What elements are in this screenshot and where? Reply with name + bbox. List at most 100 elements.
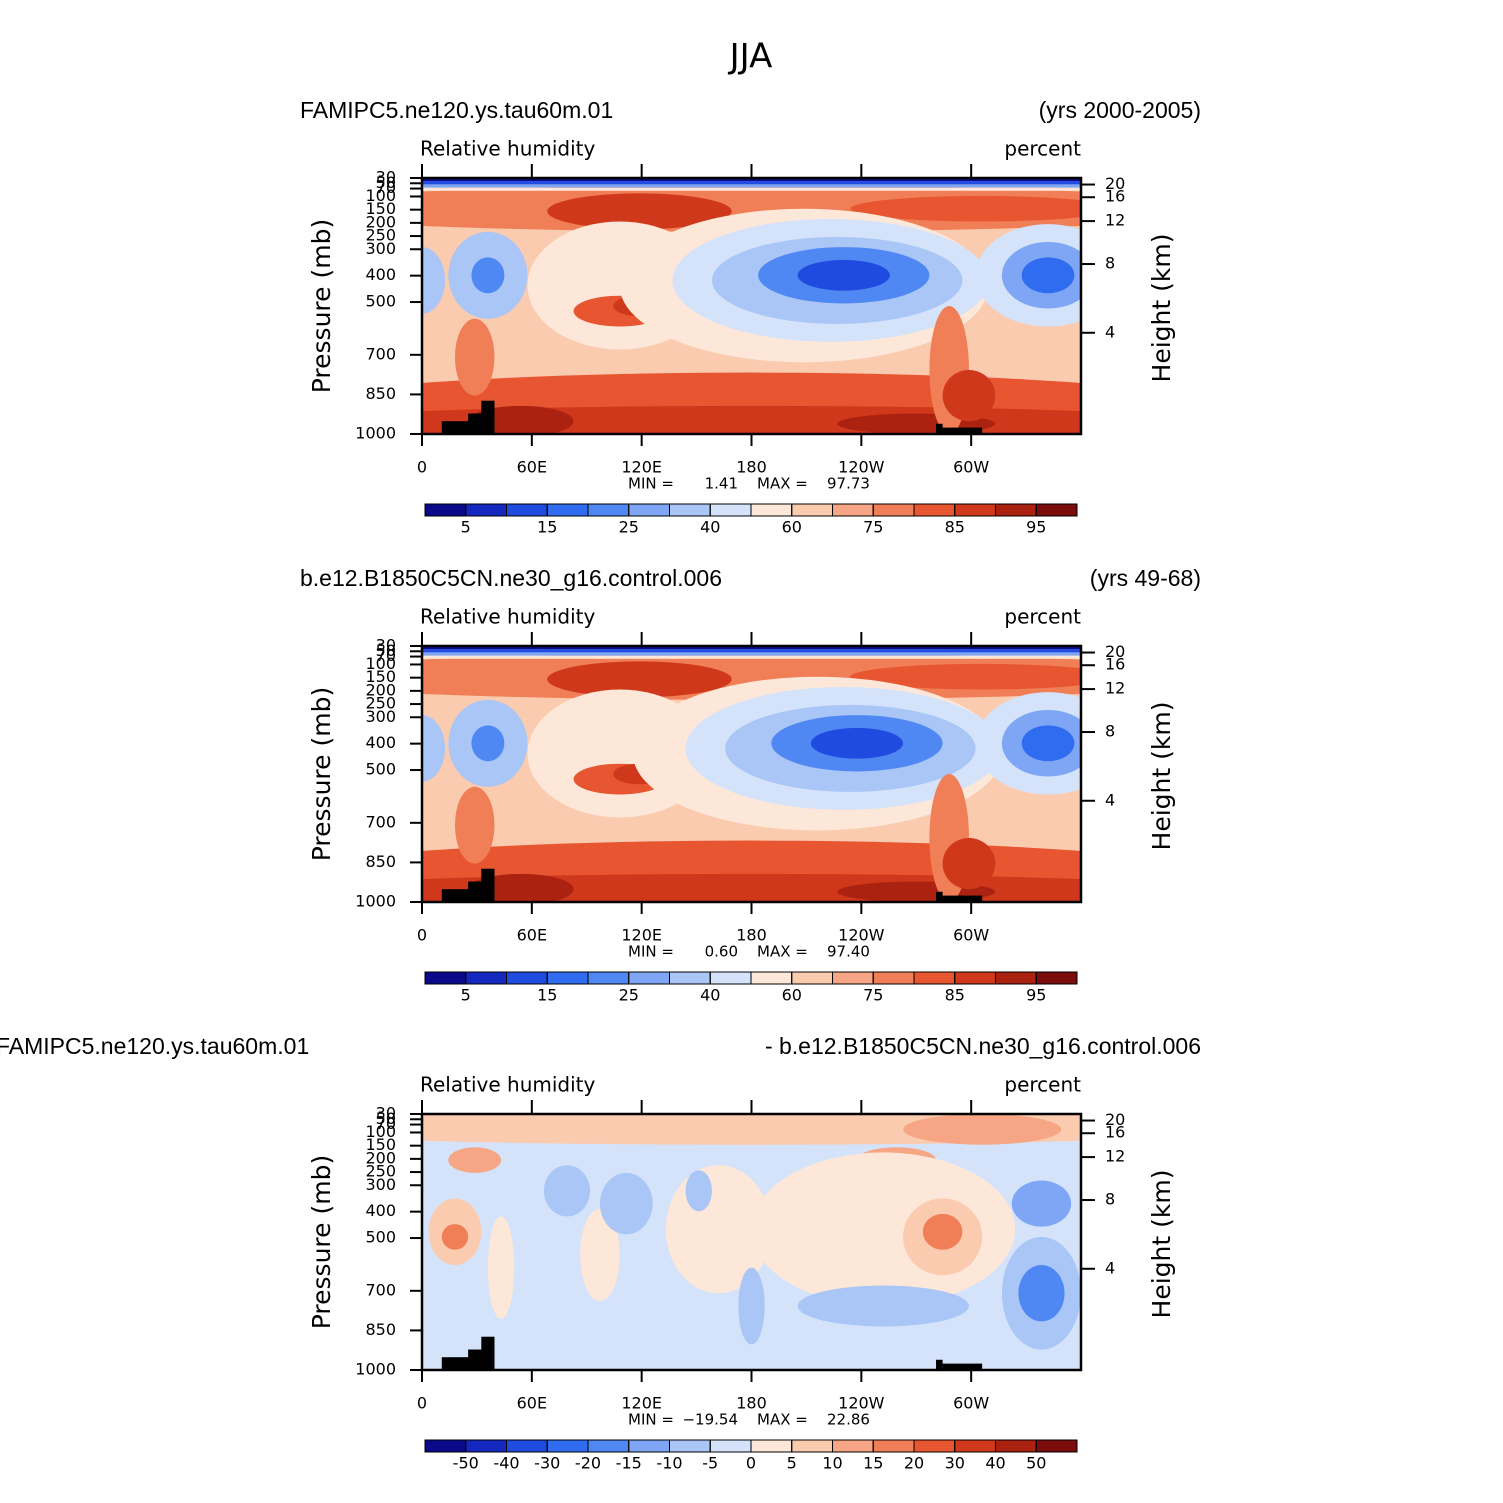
colorbar-box <box>995 1439 1037 1453</box>
y2-axis-label: Height (km) <box>1147 234 1176 383</box>
contour-region <box>599 1172 653 1235</box>
y2-tick-label: 4 <box>1105 322 1115 341</box>
colorbar-label: 85 <box>945 518 965 537</box>
contour-region <box>471 257 505 294</box>
y2-axis-label: Height (km) <box>1147 702 1176 851</box>
y-tick-label: 400 <box>365 733 396 752</box>
units-label: percent <box>1004 605 1081 629</box>
colorbar-box <box>587 503 630 517</box>
y-tick-label: 30 <box>376 168 396 187</box>
contour-region <box>942 838 996 890</box>
y-tick-label: 50 <box>376 1109 396 1128</box>
colorbar-box <box>791 1439 833 1453</box>
colorbar-label: 5 <box>461 986 471 1005</box>
y-tick-label: 150 <box>365 667 396 686</box>
y-tick-label: 50 <box>376 641 396 660</box>
colorbar-box <box>506 971 548 985</box>
y2-tick-label: 16 <box>1105 187 1125 206</box>
contour-region <box>543 1165 591 1217</box>
right-title: (yrs 2000-2005) <box>1039 97 1201 123</box>
colorbar-box <box>954 503 996 517</box>
variable-label: Relative humidity <box>420 1073 595 1097</box>
min-value: −19.54 <box>682 1411 738 1429</box>
colorbar-label: -5 <box>702 1454 718 1473</box>
y2-tick-label: 4 <box>1105 1258 1115 1277</box>
min-label: MIN = <box>628 475 674 493</box>
y-tick-label: 850 <box>365 852 396 871</box>
contour-region <box>1018 1265 1065 1322</box>
panel: FAMIPC5.ne120.ys.tau60m.01 - b.e12.B1850C… <box>0 1033 1201 1473</box>
colorbar-label: 60 <box>782 518 802 537</box>
contour-region <box>738 1267 765 1345</box>
right-title: (yrs 49-68) <box>1090 565 1201 591</box>
colorbar-box <box>1035 1439 1078 1453</box>
contour-band <box>422 187 1081 191</box>
contour-region <box>454 786 495 864</box>
contour-region <box>942 370 996 422</box>
colorbar-box <box>424 503 467 517</box>
topography <box>942 895 983 902</box>
contour-band <box>422 649 1081 653</box>
colorbar-box <box>750 503 793 517</box>
colorbar-label: 75 <box>863 986 883 1005</box>
y-tick-label: 700 <box>365 812 396 831</box>
colorbar-box <box>954 1439 996 1453</box>
y-tick-label: 100 <box>365 654 396 673</box>
colorbar-box <box>424 971 467 985</box>
colorbar-box <box>506 503 548 517</box>
colorbar-box <box>546 971 589 985</box>
y-tick-label: 400 <box>365 265 396 284</box>
colorbar-box <box>832 503 874 517</box>
colorbar-box <box>913 1439 956 1453</box>
contour-field <box>422 646 1081 902</box>
colorbar-box <box>465 1439 507 1453</box>
colorbar-box <box>669 1439 711 1453</box>
colorbar-box <box>424 1439 467 1453</box>
colorbar-box <box>791 971 833 985</box>
figure-title: JJA <box>728 37 773 77</box>
colorbar-label: -20 <box>575 1454 601 1473</box>
colorbar-label: 50 <box>1026 1454 1046 1473</box>
max-value: 22.86 <box>827 1411 870 1429</box>
contour-band <box>422 646 1081 650</box>
contour-region <box>1011 1180 1072 1227</box>
colorbar-label: 40 <box>700 518 720 537</box>
x-tick-label: 120W <box>838 926 885 945</box>
colorbar-label: 40 <box>985 1454 1005 1473</box>
contour-region <box>810 727 904 759</box>
max-label: MAX = <box>757 1411 808 1429</box>
colorbar-box <box>750 971 793 985</box>
topography <box>942 427 983 434</box>
contour-region <box>487 1216 515 1319</box>
colorbar-label: 40 <box>700 986 720 1005</box>
contour-band <box>422 178 1081 182</box>
y2-tick-label: 12 <box>1105 1147 1125 1166</box>
colorbar-box <box>709 503 752 517</box>
x-tick-label: 180 <box>736 458 767 477</box>
colorbar-label: 30 <box>945 1454 965 1473</box>
y-tick-label: 200 <box>365 1148 396 1167</box>
colorbar-box <box>791 503 833 517</box>
y-axis-label: Pressure (mb) <box>307 687 336 861</box>
y-tick-label: 500 <box>365 1228 396 1247</box>
colorbar-label: 95 <box>1026 518 1046 537</box>
contour-band <box>422 184 1081 188</box>
y-tick-label: 150 <box>365 1135 396 1154</box>
y2-axis-label: Height (km) <box>1147 1170 1176 1319</box>
contour-band <box>422 655 1081 659</box>
contour-region <box>422 715 446 782</box>
colorbar-label: 15 <box>537 986 557 1005</box>
colorbar-label: 95 <box>1026 986 1046 1005</box>
colorbar-label: -30 <box>534 1454 560 1473</box>
colorbar-box <box>750 1439 793 1453</box>
y-tick-label: 100 <box>365 186 396 205</box>
right-title: - b.e12.B1850C5CN.ne30_g16.control.006 <box>765 1033 1201 1059</box>
colorbar-box <box>832 971 874 985</box>
y-axis-label: Pressure (mb) <box>307 219 336 393</box>
colorbar-label: 60 <box>782 986 802 1005</box>
y-axis-label: Pressure (mb) <box>307 1155 336 1329</box>
left-title: b.e12.B1850C5CN.ne30_g16.control.006 <box>300 565 722 591</box>
colorbar-box <box>628 503 670 517</box>
y-tick-label: 70 <box>376 646 396 665</box>
